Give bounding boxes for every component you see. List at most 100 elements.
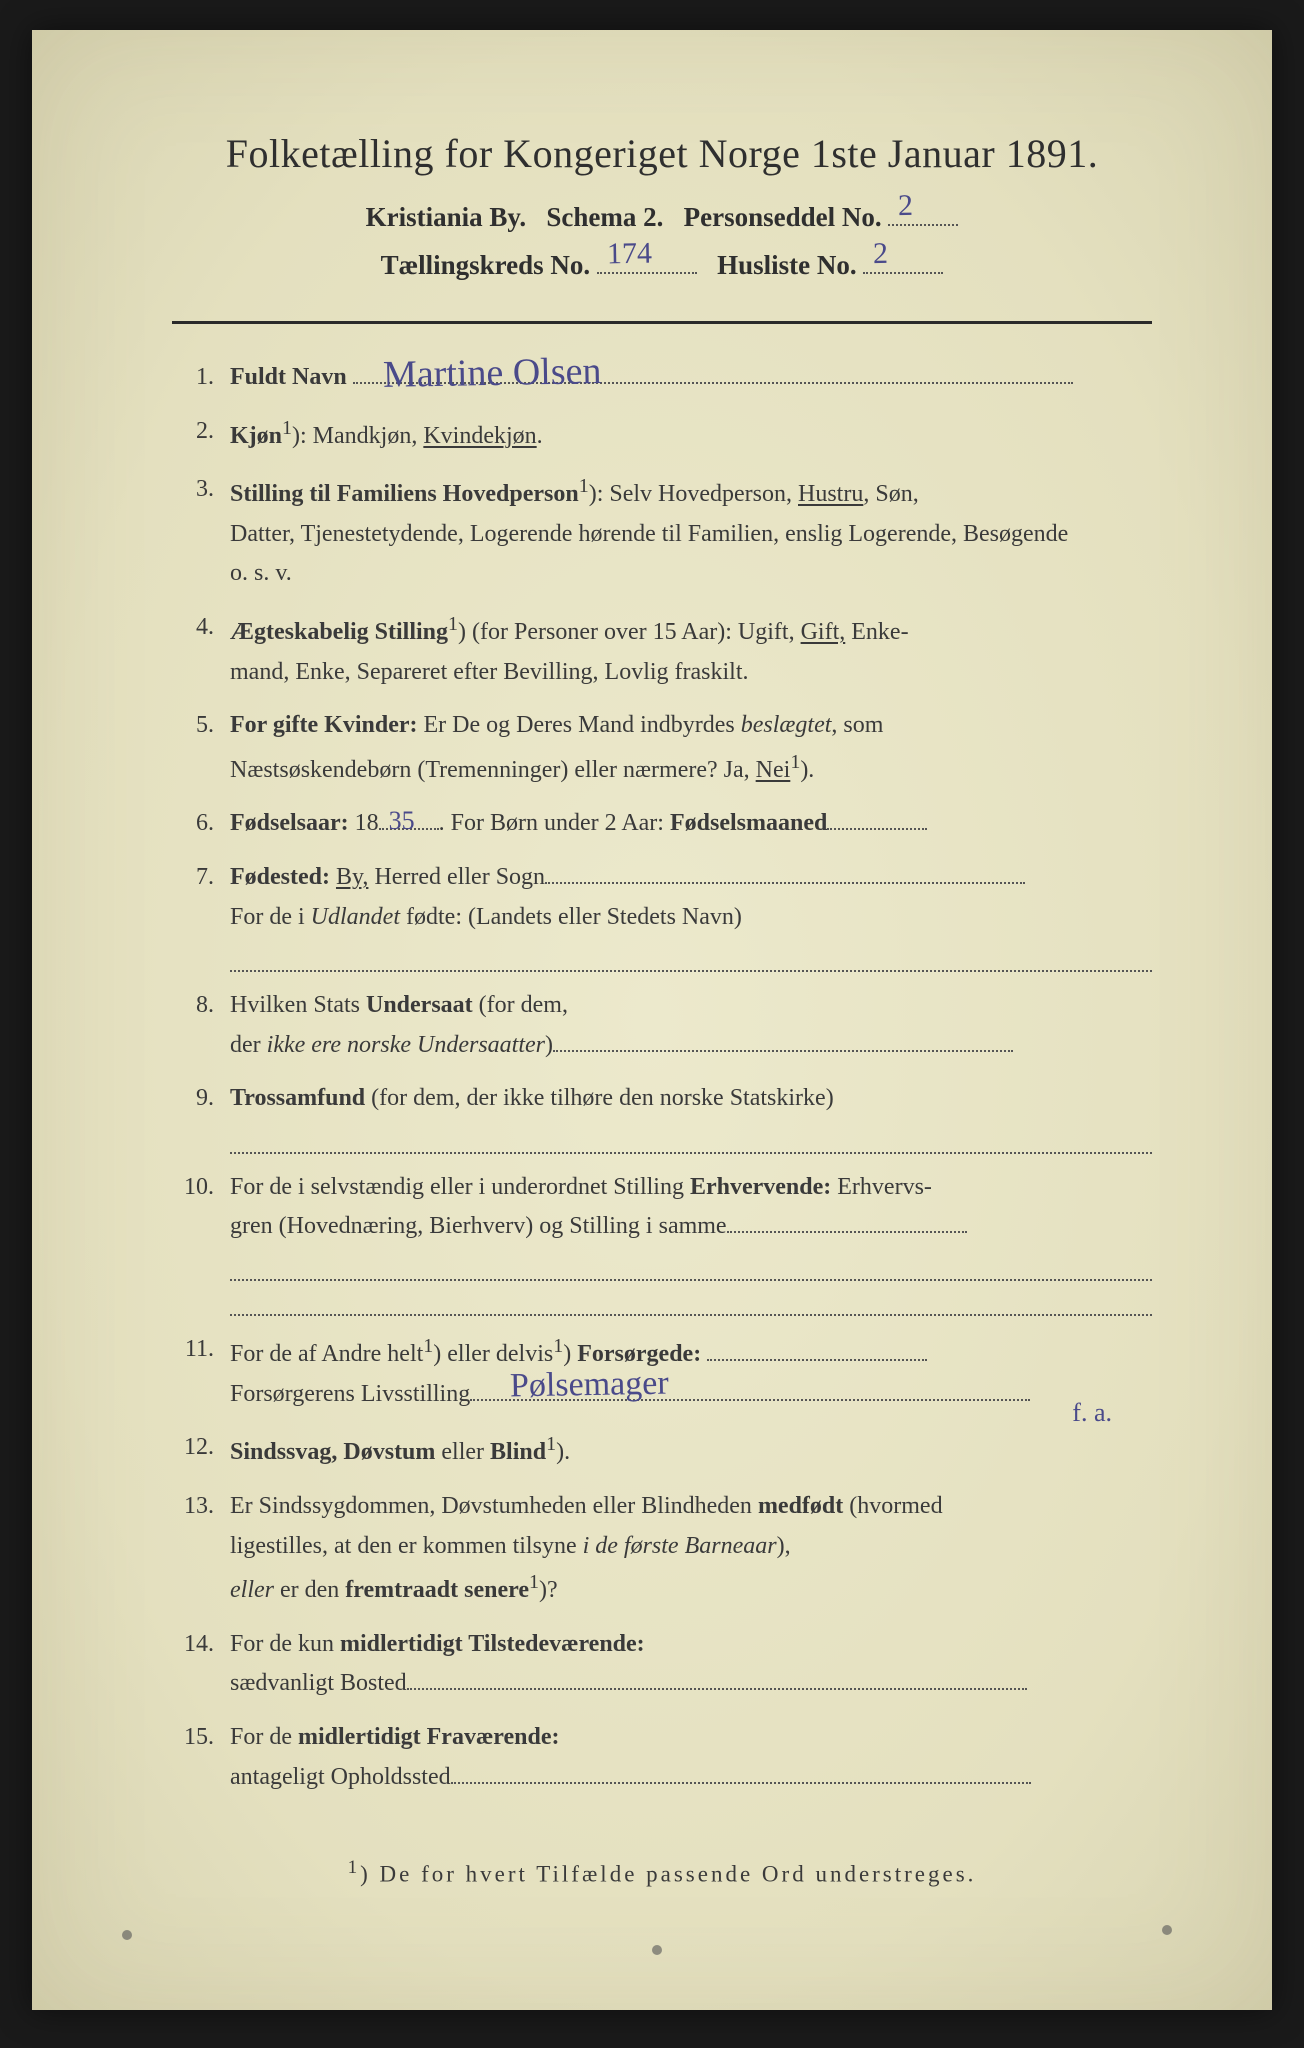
sup: 1 [579, 475, 589, 497]
item-body: Hvilken Stats Undersaat (for dem, der ik… [230, 986, 1152, 1065]
month-field [827, 806, 927, 830]
t: . For Børn under 2 Aar: [439, 810, 670, 836]
em: ikke ere norske Undersaatter [267, 1032, 545, 1058]
item-4: 4. Ægteskabelig Stilling1) (for Personer… [172, 608, 1152, 692]
year-value: 35 [389, 800, 415, 843]
husliste-value: 2 [873, 237, 889, 271]
city-label: Kristiania By. [366, 202, 527, 232]
sup: 1 [529, 1571, 539, 1593]
item-number: 9. [172, 1079, 230, 1153]
em: beslægtet [741, 712, 832, 738]
item-number: 15. [172, 1718, 230, 1797]
tail: . [537, 423, 543, 449]
item-number: 7. [172, 858, 230, 972]
year-field: 35 [379, 806, 439, 830]
t: Næstsøskendebørn (Tremenninger) eller næ… [230, 757, 756, 783]
t: Hvilken Stats [230, 992, 366, 1018]
form-header: Folketælling for Kongeriget Norge 1ste J… [172, 130, 1152, 281]
t: ). [800, 757, 814, 783]
item-number: 4. [172, 608, 230, 692]
t: o. s. v. [230, 560, 292, 586]
t: gren (Hovednæring, Bierhverv) og Stillin… [230, 1213, 727, 1239]
t: ): Selv Hovedperson, [589, 481, 798, 507]
t: Er De og Deres Mand indbyrdes [424, 712, 741, 738]
label-kjon: Kjøn [230, 423, 282, 449]
item-body: Kjøn1): Mandkjøn, Kvindekjøn. [230, 412, 1152, 457]
item-number: 1. [172, 358, 230, 398]
sup: 1 [553, 1335, 563, 1357]
t: )? [539, 1577, 558, 1603]
item-body: For de midlertidigt Fraværende: antageli… [230, 1718, 1152, 1797]
t: Enke- [845, 619, 908, 645]
text: ): Mandkjøn, [292, 423, 423, 449]
kreds-field: 174 [597, 247, 697, 274]
kvindekjon-underlined: Kvindekjøn [423, 423, 536, 449]
label-aegteskab: Ægteskabelig Stilling [230, 619, 448, 645]
t: (for dem, [473, 992, 568, 1018]
t: For de kun [230, 1631, 340, 1657]
t: Er Sindssygdommen, Døvstumheden eller Bl… [230, 1493, 758, 1519]
item-11: 11. For de af Andre helt1) eller delvis1… [172, 1330, 1152, 1414]
item-15: 15. For de midlertidigt Fraværende: anta… [172, 1718, 1152, 1797]
sup: 1 [790, 751, 800, 773]
item-number: 8. [172, 986, 230, 1065]
bold-fravaerende: midlertidigt Fraværende: [298, 1724, 560, 1750]
em: eller [230, 1577, 274, 1603]
husliste-field: 2 [863, 247, 943, 274]
bold-undersaat: Undersaat [366, 992, 473, 1018]
sup: 1 [348, 1857, 361, 1878]
item-body: For de af Andre helt1) eller delvis1) Fo… [230, 1330, 1152, 1414]
item-2: 2. Kjøn1): Mandkjøn, Kvindekjøn. [172, 412, 1152, 457]
dotline [230, 1253, 1152, 1282]
paper-spot [652, 1945, 662, 1955]
bold-tilstedevaerende: midlertidigt Tilstedeværende: [340, 1631, 645, 1657]
t: Herred eller Sogn [368, 864, 545, 890]
dotline [230, 943, 1152, 972]
form-title: Folketælling for Kongeriget Norge 1ste J… [172, 130, 1152, 177]
paper-spot [122, 1930, 132, 1940]
label-fodselsaar: Fødselsaar: [230, 810, 349, 836]
hustru-underlined: Hustru [798, 481, 863, 507]
bosted-field [407, 1666, 1027, 1690]
personseddel-field: 2 [888, 199, 958, 226]
census-form-page: Folketælling for Kongeriget Norge 1ste J… [32, 30, 1272, 2010]
year-prefix: 18 [355, 810, 379, 836]
bold-medfodt: medfødt [758, 1493, 843, 1519]
dotline [230, 1125, 1152, 1154]
nei-underlined: Nei [756, 757, 791, 783]
label-fodselsmaaned: Fødselsmaaned [670, 810, 827, 836]
label-stilling: Stilling til Familiens Hovedperson [230, 481, 579, 507]
t: ). [556, 1439, 570, 1465]
item-number: 13. [172, 1487, 230, 1611]
sup: 1 [546, 1433, 556, 1455]
item-body: Fuldt Navn Martine Olsen [230, 358, 1152, 398]
undersaat-field [553, 1028, 1013, 1052]
em: i de første Barneaar [583, 1533, 777, 1559]
kreds-label: Tællingskreds No. [381, 250, 591, 280]
t: er den [274, 1577, 345, 1603]
t: , Søn, [863, 481, 918, 507]
sup: 1 [448, 613, 458, 635]
sup: 1 [423, 1335, 433, 1357]
gift-underlined: Gift, [801, 619, 846, 645]
item-body: Er Sindssygdommen, Døvstumheden eller Bl… [230, 1487, 1152, 1611]
item-8: 8. Hvilken Stats Undersaat (for dem, der… [172, 986, 1152, 1065]
t: For de af Andre helt [230, 1341, 423, 1367]
bold-fremtraadt: fremtraadt senere [345, 1577, 529, 1603]
husliste-label: Husliste No. [717, 250, 857, 280]
item-body: For de kun midlertidigt Tilstedeværende:… [230, 1625, 1152, 1704]
t: Erhvervs- [831, 1174, 932, 1200]
label-trossamfund: Trossamfund [230, 1085, 365, 1111]
bold-blind: Blind [490, 1439, 546, 1465]
item-body: Sindssvag, Døvstum eller Blind1). [230, 1428, 1152, 1473]
item-number: 2. [172, 412, 230, 457]
erhverv-field [727, 1209, 967, 1233]
t: antageligt Opholdssted [230, 1764, 451, 1790]
t: For de [230, 1724, 298, 1750]
forsorgede-field [707, 1337, 927, 1361]
item-body: For de i selvstændig eller i underordnet… [230, 1168, 1152, 1317]
item-number: 6. [172, 804, 230, 844]
item-body: Fødested: By, Herred eller Sogn For de i… [230, 858, 1152, 972]
item-7: 7. Fødested: By, Herred eller Sogn For d… [172, 858, 1152, 972]
t: For de i [230, 904, 311, 930]
